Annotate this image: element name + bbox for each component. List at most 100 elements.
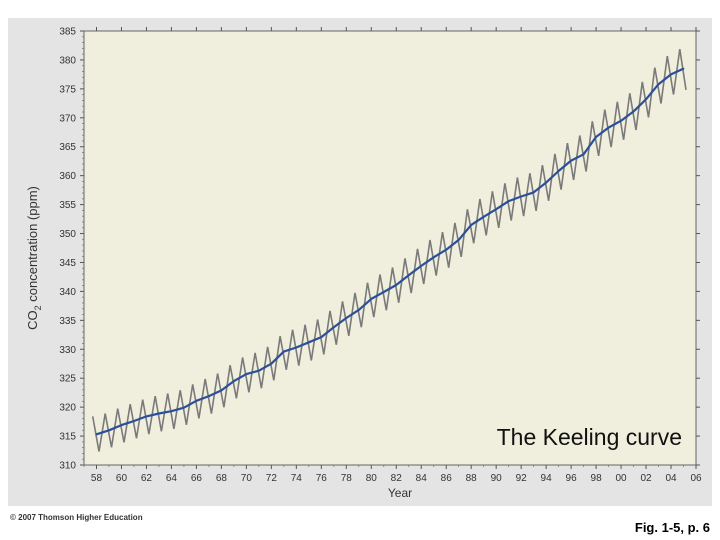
annual-mean-point xyxy=(557,170,560,172)
annual-mean-point xyxy=(520,195,522,198)
annual-mean-point xyxy=(545,181,547,184)
x-tick-label: 94 xyxy=(541,473,553,484)
y-tick-label: 330 xyxy=(59,345,76,356)
annual-mean-point xyxy=(582,153,585,156)
annual-mean-point xyxy=(282,350,285,353)
annual-mean-point xyxy=(332,326,335,329)
annual-mean-point xyxy=(345,317,348,319)
annual-mean-point xyxy=(532,191,535,194)
x-tick-label: 00 xyxy=(615,473,627,484)
annual-mean-point xyxy=(632,110,635,113)
y-axis-label-prefix: CO xyxy=(25,310,40,330)
annual-mean-point xyxy=(320,336,323,338)
y-tick-label: 385 xyxy=(59,27,76,38)
y-tick-label: 320 xyxy=(59,403,76,414)
annual-mean-point xyxy=(357,309,360,311)
x-tick-label: 64 xyxy=(166,473,178,484)
x-axis: 58 60 62 64 66 68 70 72 74 76 78 80 82 84 86 88 90 92 94 96… xyxy=(83,27,702,484)
y-tick-label: 325 xyxy=(59,374,76,385)
annual-mean-point xyxy=(245,373,248,375)
y-tick-label: 370 xyxy=(59,113,76,124)
annual-mean-point xyxy=(382,291,385,293)
x-tick-label: 68 xyxy=(216,473,228,484)
annual-mean-line xyxy=(96,67,684,436)
y-axis-label-suffix: concentration (ppm) xyxy=(25,186,40,305)
annual-mean-point xyxy=(420,265,423,267)
annual-mean-point xyxy=(220,389,223,392)
y-tick-label: 350 xyxy=(59,229,76,240)
x-axis-label: Year xyxy=(388,486,412,500)
annual-mean-point xyxy=(657,83,660,86)
x-tick-label: 98 xyxy=(591,473,603,484)
annual-mean-point xyxy=(570,159,572,162)
y-tick-label: 315 xyxy=(59,432,76,443)
annual-mean-point xyxy=(295,346,298,349)
y-tick-label: 380 xyxy=(59,55,76,66)
annual-mean-point xyxy=(457,239,460,241)
x-tick-label: 02 xyxy=(640,473,652,484)
copyright-notice: © 2007 Thomson Higher Education xyxy=(10,513,143,522)
annual-mean-point xyxy=(670,73,672,76)
annual-mean-point xyxy=(233,380,235,382)
annual-mean-point xyxy=(620,119,622,122)
x-tick-label: 96 xyxy=(566,473,578,484)
annual-mean-point xyxy=(595,136,597,138)
annual-mean-point xyxy=(432,256,435,259)
annual-mean-point xyxy=(258,369,260,372)
x-tick-label: 62 xyxy=(141,473,153,484)
x-tick-label: 66 xyxy=(191,473,203,484)
annual-mean-point xyxy=(645,98,647,101)
x-tick-label: 82 xyxy=(391,473,403,484)
series-layer xyxy=(91,48,687,452)
annual-mean-point xyxy=(120,424,123,426)
x-tick-label: 60 xyxy=(116,473,128,484)
x-tick-label: 90 xyxy=(491,473,503,484)
annual-mean-point xyxy=(395,284,398,286)
annual-mean-point xyxy=(495,208,498,211)
annual-mean-point xyxy=(208,395,210,397)
y-axis-label: CO2 concentration (ppm) xyxy=(25,186,43,330)
annual-mean-point xyxy=(108,429,110,432)
x-tick-label: 88 xyxy=(466,473,478,484)
annual-mean-point xyxy=(170,410,173,413)
annual-mean-point xyxy=(183,406,185,409)
x-tick-label: 58 xyxy=(91,473,103,484)
y-axis: 310 315 320 325 330 335 340 345 350 355 360 365 370 3… xyxy=(59,27,700,472)
y-tick-label: 360 xyxy=(59,171,76,182)
x-tick-label: 70 xyxy=(241,473,253,484)
y-tick-label: 310 xyxy=(59,461,76,472)
annual-mean-point xyxy=(370,298,373,300)
y-tick-label: 335 xyxy=(59,316,76,327)
figure-caption: Fig. 1-5, p. 6 xyxy=(634,520,710,535)
keeling-curve-annotation: The Keeling curve xyxy=(497,424,682,450)
annual-mean-point xyxy=(270,362,273,365)
x-tick-label: 74 xyxy=(291,473,303,484)
annual-mean-point xyxy=(407,274,410,277)
annual-mean-point xyxy=(195,399,198,402)
x-tick-label: 84 xyxy=(416,473,428,484)
x-tick-label: 78 xyxy=(341,473,353,484)
annual-mean-point xyxy=(133,420,135,422)
annual-mean-point xyxy=(145,415,148,418)
annual-mean-point xyxy=(307,341,310,344)
annual-mean-point xyxy=(682,67,685,70)
annual-mean-point xyxy=(470,224,473,226)
annual-mean-point xyxy=(95,433,98,436)
y-tick-label: 345 xyxy=(59,258,76,269)
x-tick-label: 86 xyxy=(441,473,453,484)
x-tick-label: 04 xyxy=(665,473,677,484)
annual-mean-point xyxy=(607,126,610,129)
x-tick-label: 80 xyxy=(366,473,378,484)
y-tick-label: 375 xyxy=(59,84,76,95)
annual-mean-point xyxy=(482,215,485,218)
y-tick-label: 355 xyxy=(59,200,76,211)
plot-area xyxy=(83,30,697,466)
annual-mean-point xyxy=(507,200,510,203)
y-tick-label: 365 xyxy=(59,142,76,153)
x-tick-label: 92 xyxy=(516,473,528,484)
annual-mean-point xyxy=(445,248,448,251)
x-tick-label: 06 xyxy=(690,473,702,484)
y-tick-label: 340 xyxy=(59,287,76,298)
x-tick-label: 72 xyxy=(266,473,278,484)
